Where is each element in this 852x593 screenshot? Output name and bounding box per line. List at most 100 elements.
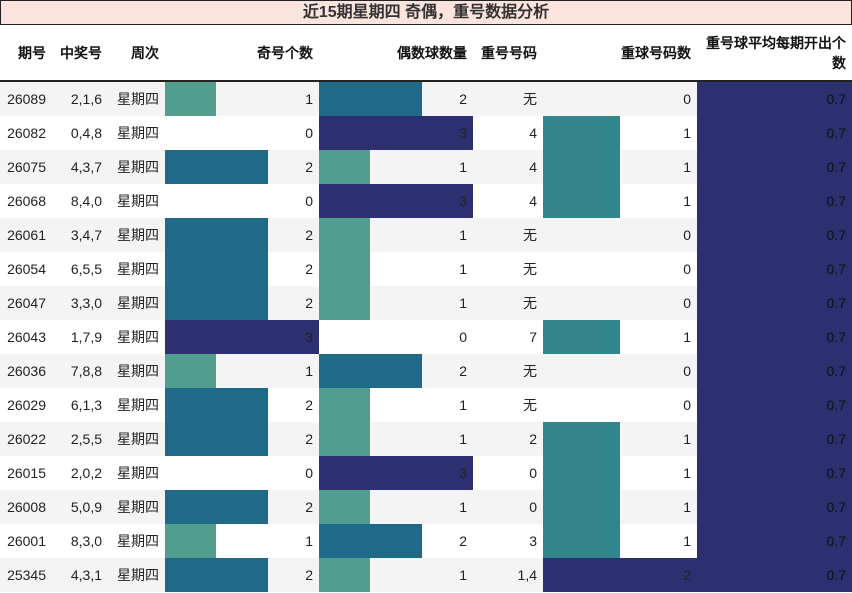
cell-repeat: 无	[523, 397, 537, 413]
even-bar	[319, 218, 371, 252]
table-row: 26082 0,4,8 星期四 0 3 4 1 0.7	[0, 116, 852, 150]
cell-repeat-count: 1	[683, 533, 691, 549]
header-week: 周次	[131, 44, 159, 61]
cell-avg: 0.7	[826, 159, 846, 175]
cell-even: 1	[459, 431, 467, 447]
cell-repeat: 无	[523, 363, 537, 379]
odd-bar	[165, 422, 268, 456]
avg-bar	[697, 524, 852, 558]
table-row: 26054 6,5,5 星期四 2 1 无 0 0.7	[0, 252, 852, 286]
table-row: 26008 5,0,9 星期四 2 1 0 1 0.7	[0, 490, 852, 524]
odd-bar	[165, 150, 268, 184]
cell-week: 星期四	[117, 295, 159, 311]
cell-avg: 0.7	[826, 363, 846, 379]
cell-repeat: 3	[529, 533, 537, 549]
even-bar	[319, 252, 371, 286]
cell-odd: 2	[305, 261, 313, 277]
cell-odd: 1	[305, 91, 313, 107]
cell-avg: 0.7	[826, 261, 846, 277]
repeat-bar	[543, 524, 620, 558]
cell-odd: 2	[305, 567, 313, 583]
cell-even: 1	[459, 227, 467, 243]
cell-numbers: 8,3,0	[70, 533, 102, 549]
cell-id: 26061	[7, 227, 46, 243]
avg-bar	[697, 252, 852, 286]
cell-avg: 0.7	[826, 431, 846, 447]
cell-even: 1	[459, 159, 467, 175]
header-repeat-count: 重球号码数	[621, 44, 691, 61]
cell-id: 26036	[7, 363, 46, 379]
avg-bar	[697, 286, 852, 320]
cell-odd: 0	[305, 465, 313, 481]
cell-even: 1	[459, 567, 467, 583]
cell-week: 星期四	[117, 499, 159, 515]
cell-odd: 1	[305, 533, 313, 549]
even-bar	[319, 388, 371, 422]
cell-avg: 0.7	[826, 227, 846, 243]
cell-odd: 2	[305, 295, 313, 311]
cell-week: 星期四	[117, 125, 159, 141]
cell-repeat-count: 1	[683, 499, 691, 515]
avg-bar	[697, 422, 852, 456]
cell-numbers: 3,4,7	[70, 227, 102, 243]
cell-id: 26054	[7, 261, 46, 277]
odd-bar	[165, 218, 268, 252]
odd-bar	[165, 82, 217, 116]
repeat-bar	[543, 490, 620, 524]
cell-repeat-count: 0	[683, 363, 691, 379]
cell-repeat: 无	[523, 261, 537, 277]
cell-odd: 0	[305, 125, 313, 141]
avg-bar	[697, 82, 852, 116]
avg-bar	[697, 490, 852, 524]
table-row: 26036 7,8,8 星期四 1 2 无 0 0.7	[0, 354, 852, 388]
cell-numbers: 1,7,9	[70, 329, 102, 345]
even-bar	[319, 558, 371, 592]
cell-numbers: 4,3,1	[70, 567, 102, 583]
cell-numbers: 8,4,0	[70, 193, 102, 209]
table-row: 26029 6,1,3 星期四 2 1 无 0 0.7	[0, 388, 852, 422]
cell-avg: 0.7	[826, 193, 846, 209]
cell-avg: 0.7	[826, 329, 846, 345]
cell-odd: 2	[305, 499, 313, 515]
repeat-bar	[543, 184, 620, 218]
cell-numbers: 2,5,5	[70, 431, 102, 447]
odd-bar	[165, 286, 268, 320]
even-bar	[319, 116, 473, 150]
cell-id: 26022	[7, 431, 46, 447]
cell-repeat-count: 1	[683, 465, 691, 481]
cell-odd: 0	[305, 193, 313, 209]
cell-even: 2	[459, 533, 467, 549]
header-even: 偶数球数量	[397, 44, 467, 61]
header-repeat-avg: 重号球平均每期开出个数	[706, 34, 846, 71]
cell-numbers: 5,0,9	[70, 499, 102, 515]
cell-week: 星期四	[117, 193, 159, 209]
cell-odd: 2	[305, 227, 313, 243]
cell-avg: 0.7	[826, 397, 846, 413]
cell-even: 3	[459, 125, 467, 141]
cell-numbers: 6,1,3	[70, 397, 102, 413]
avg-bar	[697, 184, 852, 218]
cell-week: 星期四	[117, 91, 159, 107]
cell-avg: 0.7	[826, 91, 846, 107]
cell-repeat-count: 0	[683, 295, 691, 311]
even-bar	[319, 456, 473, 490]
cell-repeat: 4	[529, 193, 537, 209]
cell-repeat: 1,4	[517, 567, 537, 583]
table-row: 26047 3,3,0 星期四 2 1 无 0 0.7	[0, 286, 852, 320]
cell-week: 星期四	[117, 363, 159, 379]
cell-id: 26001	[7, 533, 46, 549]
even-bar	[319, 286, 371, 320]
table-row: 25345 4,3,1 星期四 2 1 1,4 2 0.7	[0, 558, 852, 592]
cell-repeat-count: 0	[683, 261, 691, 277]
header-row: 期号 中奖号 周次 奇号个数 偶数球数量 重号号码 重球号码数 重号球平均每期开…	[0, 25, 852, 82]
cell-id: 25345	[7, 567, 46, 583]
cell-repeat-count: 0	[683, 91, 691, 107]
cell-week: 星期四	[117, 533, 159, 549]
cell-odd: 1	[305, 363, 313, 379]
cell-even: 1	[459, 295, 467, 311]
cell-week: 星期四	[117, 397, 159, 413]
cell-avg: 0.7	[826, 295, 846, 311]
cell-avg: 0.7	[826, 465, 846, 481]
odd-bar	[165, 354, 217, 388]
